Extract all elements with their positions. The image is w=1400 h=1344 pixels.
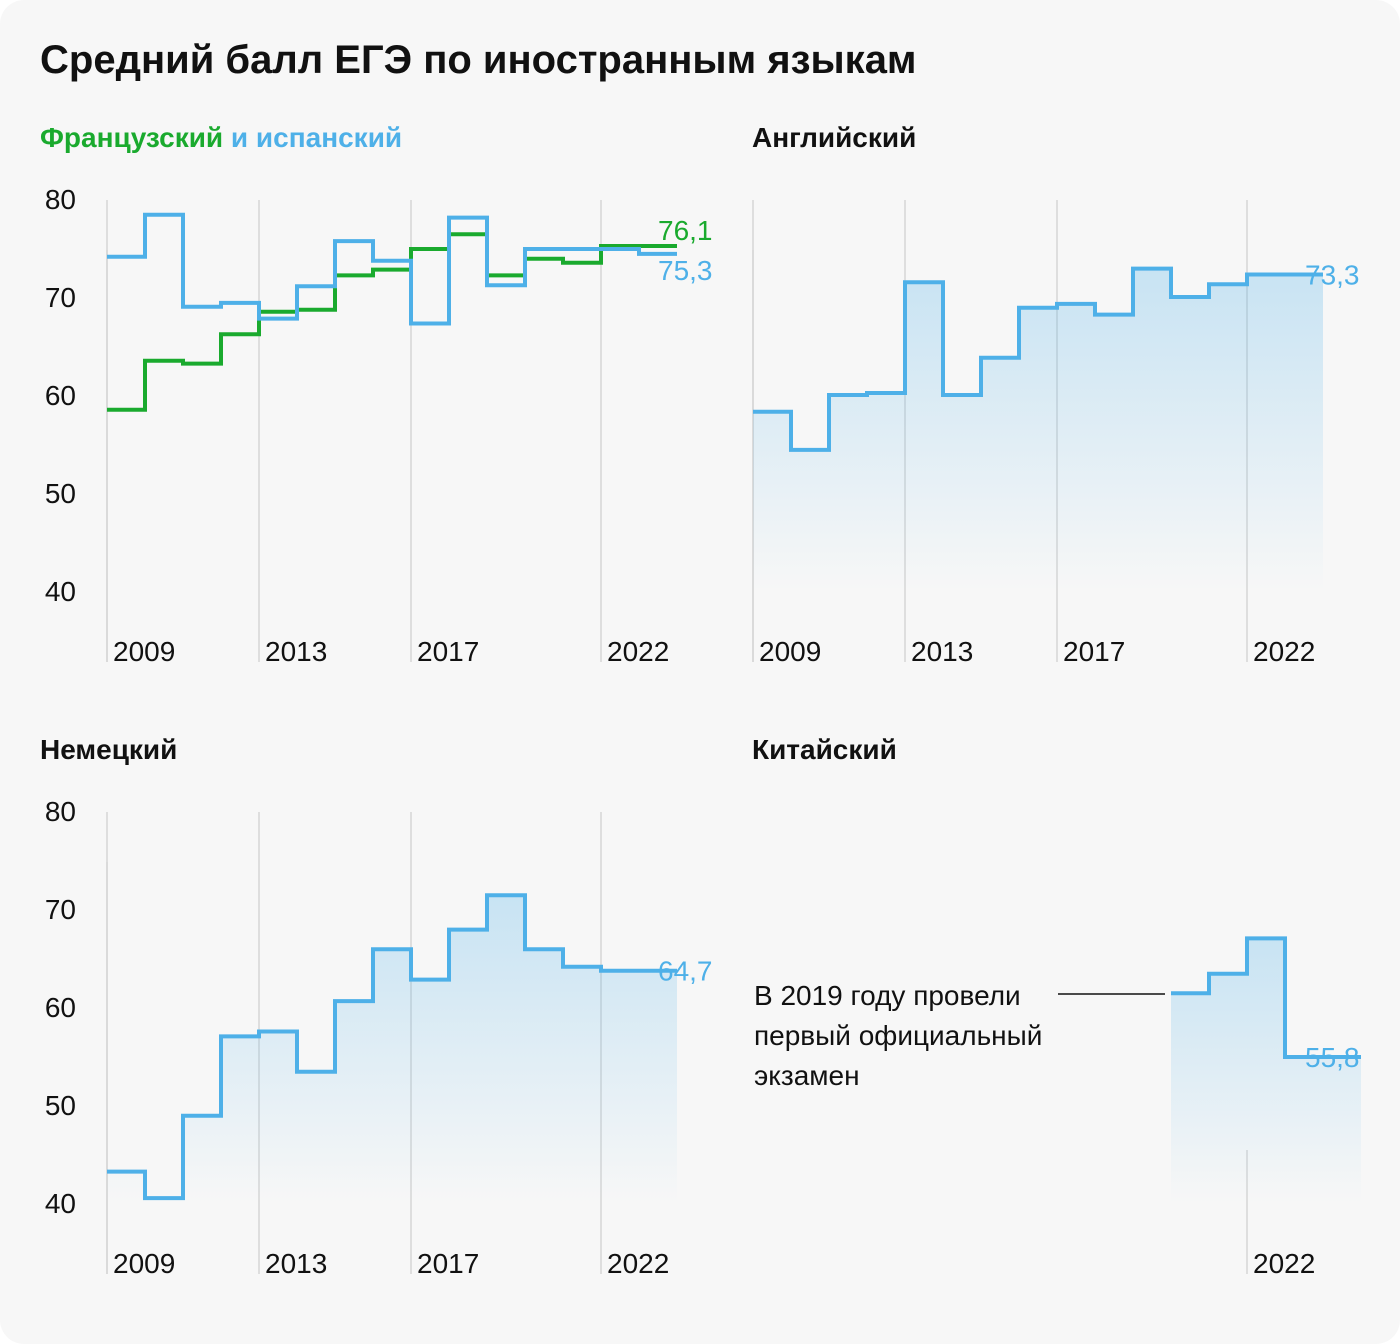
x-tick-label: 2017 bbox=[417, 1248, 479, 1279]
y-tick-label: 40 bbox=[45, 1188, 76, 1219]
panel-title-german: Немецкий bbox=[40, 734, 178, 765]
y-tick-label: 70 bbox=[45, 282, 76, 313]
panel-title-french-spanish: Французский и испанский bbox=[40, 122, 402, 154]
x-tick-label: 2017 bbox=[417, 636, 479, 667]
x-tick-label: 2017 bbox=[1063, 636, 1125, 667]
end-value-label: 64,7 bbox=[658, 956, 713, 987]
panel-title-english: Английский bbox=[752, 122, 917, 153]
annotation-line-2: первый официальный bbox=[754, 1020, 1043, 1051]
series-line-primary bbox=[753, 266, 1323, 452]
x-tick-label: 2022 bbox=[1253, 636, 1315, 667]
x-tick-label: 2013 bbox=[265, 636, 327, 667]
annotation-line-1: В 2019 году провели bbox=[754, 980, 1021, 1011]
annotation-line-3: экзамен bbox=[754, 1060, 860, 1091]
y-tick-label: 70 bbox=[45, 894, 76, 925]
y-tick-label: 60 bbox=[45, 380, 76, 411]
x-tick-label: 2009 bbox=[759, 636, 821, 667]
panel-title-chinese: Китайский bbox=[752, 734, 897, 765]
y-tick-label: 80 bbox=[45, 184, 76, 215]
series-line-primary bbox=[1171, 936, 1361, 1059]
legend-spanish: испанский bbox=[255, 122, 403, 153]
series-line-secondary bbox=[107, 212, 677, 326]
page-title: Средний балл ЕГЭ по иностранным языкам bbox=[40, 38, 917, 82]
y-tick-label: 40 bbox=[45, 576, 76, 607]
legend-french: Французский bbox=[40, 122, 224, 153]
y-tick-label: 80 bbox=[45, 796, 76, 827]
series-line-primary bbox=[107, 893, 677, 1201]
y-tick-label: 50 bbox=[45, 1090, 76, 1121]
series-area bbox=[1171, 938, 1361, 1203]
end-value-label: 76,1 bbox=[658, 215, 713, 246]
series-area bbox=[107, 895, 677, 1203]
end-value-label: 75,3 bbox=[658, 255, 713, 286]
legend-and: и bbox=[223, 122, 256, 153]
y-tick-label: 50 bbox=[45, 478, 76, 509]
x-tick-label: 2022 bbox=[607, 636, 669, 667]
series-line-primary bbox=[107, 232, 677, 412]
x-tick-label: 2022 bbox=[1253, 1248, 1315, 1279]
x-tick-label: 2013 bbox=[265, 1248, 327, 1279]
x-tick-label: 2022 bbox=[607, 1248, 669, 1279]
y-tick-label: 60 bbox=[45, 992, 76, 1023]
series-area bbox=[753, 268, 1323, 591]
x-tick-label: 2013 bbox=[911, 636, 973, 667]
x-tick-label: 2009 bbox=[113, 636, 175, 667]
x-tick-label: 2009 bbox=[113, 1248, 175, 1279]
end-value-label: 73,3 bbox=[1305, 259, 1360, 290]
end-value-label: 55,8 bbox=[1305, 1042, 1360, 1073]
chinese-annotation: В 2019 году провели первый официальный э… bbox=[754, 976, 1084, 1096]
